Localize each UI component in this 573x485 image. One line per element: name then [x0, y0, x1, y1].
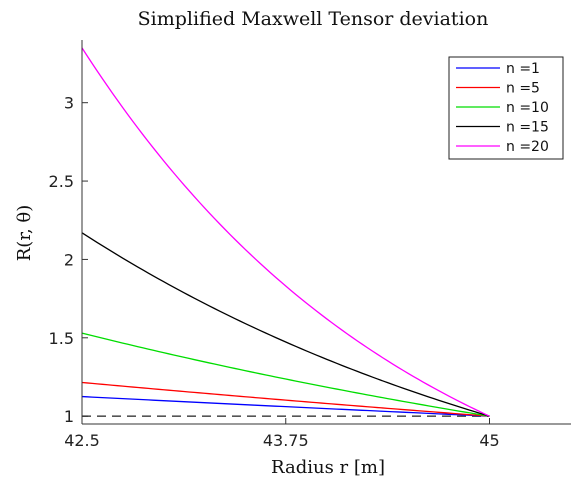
y-tick-label: 3: [64, 94, 74, 113]
axes: 1 1.5 2 2.5 3 42.5 43.75 45: [49, 40, 571, 450]
x-tick-label: 43.75: [263, 431, 309, 450]
series-layer: [81, 47, 490, 417]
y-axis-label: R(r, θ): [14, 205, 35, 262]
series-line: [81, 332, 490, 417]
legend-label: n =15: [506, 120, 549, 136]
y-ticks: 1 1.5 2 2.5 3: [49, 94, 88, 426]
series-line: [81, 47, 490, 417]
y-tick-label: 2: [64, 250, 74, 269]
x-ticks: 42.5 43.75 45: [64, 418, 500, 450]
legend-label: n =10: [506, 100, 549, 116]
legend: n =1 n =5 n =10 n =15 n =20: [448, 56, 564, 160]
plot-area: [81, 47, 490, 417]
series-line: [81, 232, 490, 417]
series-line: [81, 381, 490, 417]
legend-label: n =1: [506, 61, 540, 77]
x-axis-label: Radius r [m]: [271, 457, 385, 478]
y-tick-label: 1: [64, 407, 74, 426]
chart-title: Simplified Maxwell Tensor deviation: [138, 8, 489, 30]
legend-box: [448, 56, 564, 160]
x-tick-label: 42.5: [64, 431, 100, 450]
y-tick-label: 1.5: [49, 329, 74, 348]
legend-entries: n =1 n =5 n =10 n =15 n =20: [456, 61, 549, 155]
y-tick-label: 2.5: [49, 172, 74, 191]
series-line: [81, 395, 490, 417]
legend-label: n =20: [506, 139, 549, 155]
legend-label: n =5: [506, 81, 540, 97]
x-tick-label: 45: [479, 431, 499, 450]
